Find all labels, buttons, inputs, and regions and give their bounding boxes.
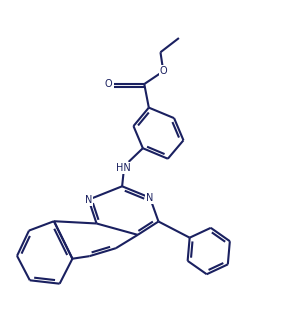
Text: O: O [105,79,112,89]
Text: N: N [146,193,154,203]
Text: O: O [160,66,167,76]
Text: N: N [85,195,92,205]
Text: HN: HN [116,163,131,172]
